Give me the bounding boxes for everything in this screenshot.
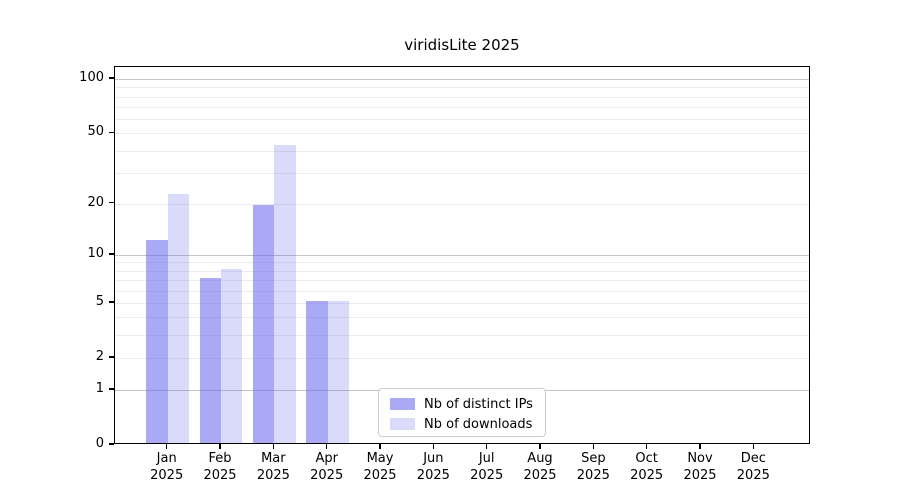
bar-apr-distinct-ips [306, 300, 328, 443]
x-tick-aug [539, 444, 541, 449]
x-tick-label-dec: Dec 2025 [736, 451, 770, 483]
gridline-y-8 [115, 270, 809, 272]
y-tick-10 [109, 253, 114, 255]
gridline-y-90 [115, 87, 809, 89]
legend-item-downloads: Nb of downloads [390, 414, 536, 434]
y-tick-1 [109, 388, 114, 390]
y-tick-100 [109, 77, 114, 79]
gridline-y-50 [115, 133, 809, 135]
x-tick-jan [166, 444, 168, 449]
plot-area [114, 66, 810, 444]
legend-label-distinct-ips: Nb of distinct IPs [424, 396, 533, 412]
bar-mar-downloads [274, 144, 296, 443]
x-tick-label-aug: Aug 2025 [523, 451, 557, 483]
x-tick-label-apr: Apr 2025 [310, 451, 344, 483]
x-tick-oct [645, 444, 648, 449]
x-tick-label-may: May 2025 [363, 451, 397, 483]
gridline-y-2 [115, 357, 809, 359]
x-tick-label-mar: Mar 2025 [256, 451, 290, 483]
x-tick-label-jul: Jul 2025 [470, 451, 504, 483]
gridline-y-40 [115, 150, 809, 152]
y-tick-5 [109, 301, 114, 303]
y-tick-2 [109, 356, 114, 358]
y-tick-label-20: 20 [87, 194, 104, 210]
gridline-y-100 [115, 79, 809, 81]
legend-label-downloads: Nb of downloads [424, 416, 533, 432]
x-tick-label-oct: Oct 2025 [630, 451, 664, 483]
x-tick-jun [432, 444, 435, 449]
y-tick-label-5: 5 [95, 293, 104, 309]
gridline-y-70 [115, 106, 809, 108]
bar-jan-downloads [167, 194, 189, 443]
y-tick-label-1: 1 [95, 381, 104, 397]
bar-jan-distinct-ips [146, 239, 168, 443]
y-tick-label-100: 100 [79, 70, 104, 86]
x-tick-label-jan: Jan 2025 [150, 451, 184, 483]
gridline-y-4 [115, 317, 809, 319]
x-tick-dec [752, 444, 755, 449]
x-tick-nov [699, 444, 701, 449]
gridline-y-3 [115, 335, 809, 337]
y-tick-0 [109, 443, 114, 445]
gridline-y-30 [115, 172, 809, 174]
x-tick-jul [485, 444, 488, 449]
chart-title: viridisLite 2025 [404, 36, 520, 54]
x-tick-label-nov: Nov 2025 [683, 451, 717, 483]
gridline-y-60 [115, 119, 809, 120]
y-tick-20 [109, 201, 114, 204]
bar-feb-distinct-ips [199, 278, 222, 443]
x-tick-label-jun: Jun 2025 [416, 451, 450, 483]
legend-swatch-distinct-ips [390, 398, 415, 410]
bar-feb-downloads [221, 268, 243, 443]
gridline-y-7 [115, 280, 809, 282]
x-tick-sep [592, 444, 595, 449]
x-tick-label-feb: Feb 2025 [203, 451, 237, 483]
legend-items: Nb of distinct IPs Nb of downloads [390, 394, 536, 434]
x-tick-apr [325, 444, 328, 449]
gridline-y-5 [115, 302, 809, 304]
gridline-y-80 [115, 96, 809, 98]
gridline-y-10 [115, 254, 809, 256]
bar-mar-distinct-ips [253, 205, 275, 443]
y-tick-50 [109, 131, 114, 133]
gridline-y-9 [115, 262, 809, 264]
legend: Nb of distinct IPs Nb of downloads [378, 388, 546, 437]
x-tick-feb [219, 444, 221, 449]
legend-item-distinct-ips: Nb of distinct IPs [390, 394, 536, 414]
gridline-y-6 [115, 290, 809, 292]
x-tick-mar [272, 444, 275, 449]
y-tick-label-0: 0 [95, 436, 104, 451]
legend-swatch-downloads [390, 418, 415, 430]
x-tick-may [379, 444, 381, 449]
bar-apr-downloads [327, 300, 349, 443]
gridline-y-20 [115, 203, 809, 205]
y-tick-label-10: 10 [87, 245, 104, 261]
x-tick-label-sep: Sep 2025 [576, 451, 610, 483]
y-tick-label-50: 50 [87, 124, 104, 140]
y-tick-label-2: 2 [95, 348, 104, 364]
